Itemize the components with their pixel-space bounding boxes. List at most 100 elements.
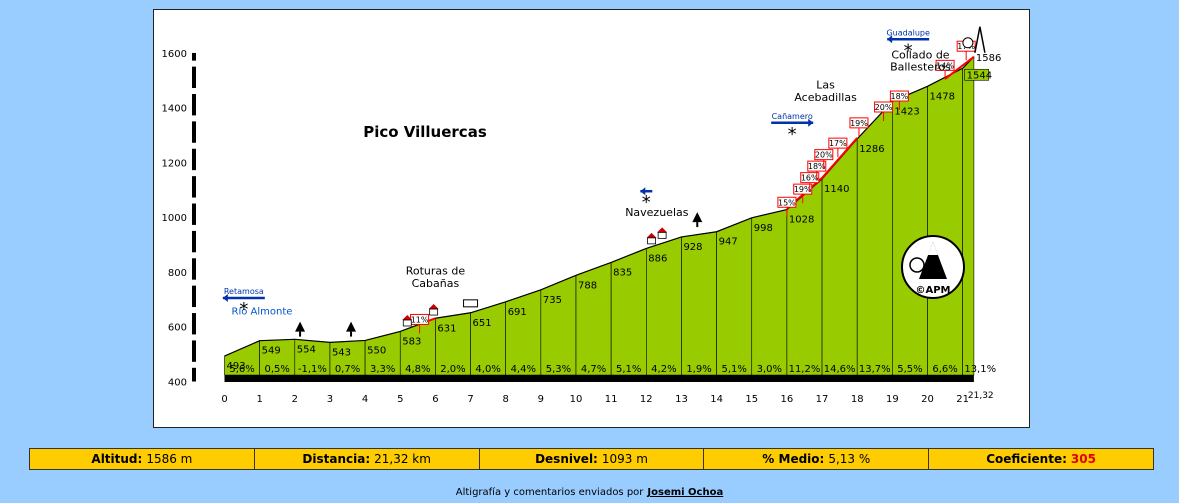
gradient-strip	[224, 375, 974, 382]
km-altitude-label: 886	[648, 253, 667, 264]
y-tick-label: 400	[168, 378, 187, 389]
house-icon	[429, 308, 439, 316]
stat-distancia-label: Distancia:	[302, 452, 371, 466]
gradient-label: 5,3%	[546, 364, 571, 375]
ramp-gradient-label: 17%	[829, 139, 847, 148]
junction-arrow-head	[222, 293, 228, 302]
y-tick-label: 1200	[162, 158, 187, 169]
gradient-label: 3,3%	[370, 364, 395, 375]
x-tick-label: 0	[221, 394, 227, 405]
gradient-label: 4,2%	[651, 364, 676, 375]
y-tick-label: 1600	[162, 49, 187, 60]
y-tick-label: 1400	[162, 104, 187, 115]
gradient-label: 5,1%	[721, 364, 746, 375]
tree-icon	[295, 321, 306, 332]
gradient-label: 0,7%	[335, 364, 360, 375]
author-link[interactable]: Josemi Ochoa	[647, 487, 724, 498]
gradient-label: 2,0%	[440, 364, 465, 375]
gradient-label: 0,5%	[265, 364, 290, 375]
x-tick-label: 1	[256, 394, 262, 405]
stat-coeficiente: Coeficiente: 305	[929, 449, 1153, 469]
x-tick-label: 6	[432, 394, 438, 405]
ramp-gradient-label: 16%	[801, 174, 819, 183]
tree-trunk-icon	[696, 222, 699, 228]
x-tick-label: 11	[605, 394, 618, 405]
ramp-gradient-label: 20%	[875, 103, 893, 112]
junction-name: Cañamero	[772, 112, 813, 121]
gradient-label: 11,2%	[789, 364, 821, 375]
profile-chart-frame: 5,6% 0,5% -1,1% 0,7% 3,3% 4,8% 2,0% 4,0% 4,4% 5,3…	[153, 9, 1030, 428]
place-name: Collado de	[891, 48, 949, 61]
tree-icon	[346, 321, 357, 332]
stat-altitud-value: 1586 m	[146, 452, 193, 466]
x-tick-label: 4	[362, 394, 368, 405]
stat-medio-label: % Medio:	[762, 452, 825, 466]
profile-segment	[751, 209, 788, 376]
tree-trunk-icon	[350, 331, 353, 337]
stat-desnivel-label: Desnivel:	[535, 452, 598, 466]
place-name: Acebadillas	[794, 91, 857, 104]
y-axis-stripe	[192, 60, 196, 67]
ramp-gradient-label: 11%	[411, 315, 429, 324]
profile-line	[224, 56, 975, 357]
house-icon	[402, 319, 412, 327]
km-altitude-label: 1140	[824, 184, 849, 195]
stats-bar: Altitud: 1586 m Distancia: 21,32 km Desn…	[29, 448, 1154, 470]
gradient-label: -1,1%	[298, 364, 327, 375]
junction-star-icon: *	[239, 299, 248, 320]
gradient-label: 4,7%	[581, 364, 606, 375]
stat-coef-label: Coeficiente:	[986, 452, 1067, 466]
ramp-gradient-label: 19%	[794, 185, 812, 194]
stat-altitud-label: Altitud:	[91, 452, 143, 466]
x-tick-label: 10	[570, 394, 583, 405]
gradient-label: 13,7%	[859, 364, 891, 375]
gradient-label: 4,4%	[511, 364, 536, 375]
chart-title: Pico Villuercas	[363, 123, 487, 141]
place-name: Las	[816, 79, 835, 92]
km-altitude-label: 947	[719, 237, 738, 248]
profile-segment	[505, 289, 542, 376]
profile-segment	[892, 85, 928, 376]
apm-snowcap-icon	[928, 242, 938, 255]
stat-medio: % Medio: 5,13 %	[704, 449, 930, 469]
stat-coef-value: 305	[1070, 452, 1096, 466]
house-icon	[647, 237, 656, 245]
profile-segment	[927, 67, 963, 376]
x-tick-label: 7	[467, 394, 473, 405]
gradient-label: 1,9%	[686, 364, 711, 375]
km-altitude-label: 543	[332, 347, 351, 358]
gradient-label: 13,1%	[964, 364, 996, 375]
gradient-label: 5,1%	[616, 364, 641, 375]
antenna-icon	[974, 26, 981, 53]
km-altitude-label: 1544	[967, 70, 992, 81]
y-axis-stripe	[192, 252, 196, 259]
x-tick-label: 12	[640, 394, 653, 405]
x-tick-label: 15	[745, 394, 758, 405]
stat-distancia: Distancia: 21,32 km	[255, 449, 480, 469]
x-tick-label: 18	[851, 394, 864, 405]
x-tick-label: 19	[886, 394, 899, 405]
x-tick-label: 16	[781, 394, 794, 405]
steep-ramp-line	[944, 55, 975, 80]
profile-segment	[786, 178, 823, 376]
place-name: Ballesteros	[890, 61, 951, 74]
stat-desnivel: Desnivel: 1093 m	[480, 449, 705, 469]
apm-logo-text: ©APM	[915, 285, 950, 296]
steep-ramp-line	[786, 137, 858, 210]
x-end-label: 21,32	[968, 391, 994, 401]
summit-altitude-label: 1586	[976, 53, 1001, 64]
ramp-gradient-label: 18%	[890, 92, 908, 101]
stat-distancia-value: 21,32 km	[374, 452, 431, 466]
x-tick-label: 14	[710, 394, 723, 405]
y-axis-stripe	[192, 115, 196, 122]
y-tick-label: 600	[168, 323, 187, 334]
km-altitude-label: 691	[508, 307, 527, 318]
place-name: Cabañas	[412, 277, 460, 290]
place-name: Río Almonte	[232, 305, 293, 317]
house-roof-icon	[428, 304, 439, 310]
km-altitude-label: 549	[262, 346, 281, 357]
profile-segment	[856, 100, 893, 376]
house-icon	[657, 231, 667, 239]
credit-line: Altigrafía y comentarios enviados por Jos…	[0, 487, 1179, 498]
credit-text: Altigrafía y comentarios enviados por	[455, 487, 644, 498]
